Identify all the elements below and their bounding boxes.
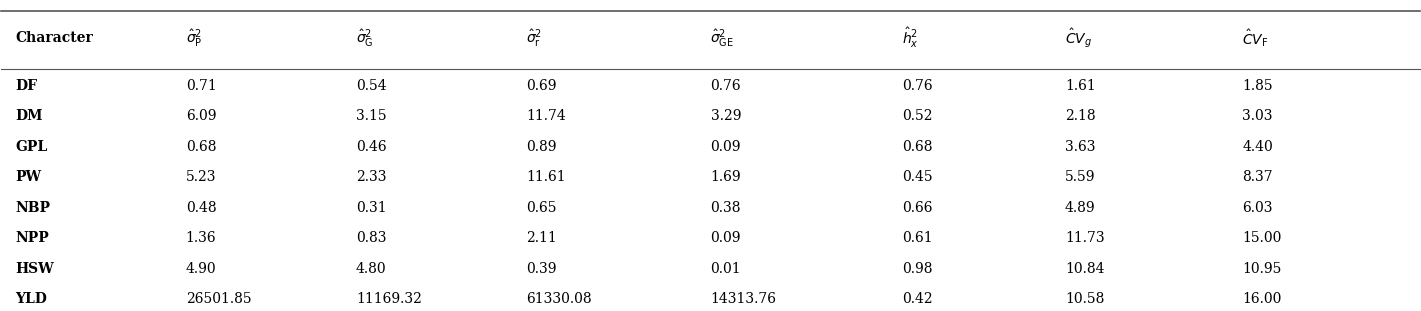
Text: 0.65: 0.65 [526, 201, 557, 215]
Text: 0.38: 0.38 [710, 201, 740, 215]
Text: 4.90: 4.90 [186, 262, 216, 276]
Text: 0.61: 0.61 [902, 231, 932, 245]
Text: DF: DF [16, 79, 37, 93]
Text: 3.03: 3.03 [1242, 109, 1273, 123]
Text: 2.18: 2.18 [1066, 109, 1096, 123]
Text: HSW: HSW [16, 262, 54, 276]
Text: GPL: GPL [16, 140, 48, 154]
Text: 5.23: 5.23 [186, 170, 216, 184]
Text: 11.61: 11.61 [526, 170, 566, 184]
Text: 11169.32: 11169.32 [355, 292, 422, 306]
Text: 11.74: 11.74 [526, 109, 566, 123]
Text: 26501.85: 26501.85 [186, 292, 252, 306]
Text: 0.76: 0.76 [710, 79, 742, 93]
Text: 2.33: 2.33 [355, 170, 387, 184]
Text: 3.29: 3.29 [710, 109, 740, 123]
Text: 8.37: 8.37 [1242, 170, 1273, 184]
Text: 10.95: 10.95 [1242, 262, 1282, 276]
Text: $\hat{C}V_{g}$: $\hat{C}V_{g}$ [1066, 27, 1093, 50]
Text: 3.63: 3.63 [1066, 140, 1096, 154]
Text: $\hat{\sigma}^2_{\mathrm{G}}$: $\hat{\sigma}^2_{\mathrm{G}}$ [355, 27, 374, 49]
Text: $\hat{h}^2_{x}$: $\hat{h}^2_{x}$ [902, 26, 919, 50]
Text: 0.46: 0.46 [355, 140, 387, 154]
Text: 0.83: 0.83 [355, 231, 387, 245]
Text: 0.09: 0.09 [710, 140, 740, 154]
Text: 0.66: 0.66 [902, 201, 932, 215]
Text: 16.00: 16.00 [1242, 292, 1282, 306]
Text: 0.45: 0.45 [902, 170, 932, 184]
Text: YLD: YLD [16, 292, 47, 306]
Text: 0.48: 0.48 [186, 201, 216, 215]
Text: 6.03: 6.03 [1242, 201, 1273, 215]
Text: $\hat{C}V_{\mathrm{F}}$: $\hat{C}V_{\mathrm{F}}$ [1242, 28, 1269, 49]
Text: 0.31: 0.31 [355, 201, 387, 215]
Text: 5.59: 5.59 [1066, 170, 1096, 184]
Text: 0.69: 0.69 [526, 79, 557, 93]
Text: 14313.76: 14313.76 [710, 292, 776, 306]
Text: PW: PW [16, 170, 41, 184]
Text: 0.42: 0.42 [902, 292, 932, 306]
Text: 1.69: 1.69 [710, 170, 742, 184]
Text: 0.39: 0.39 [526, 262, 557, 276]
Text: Character: Character [16, 31, 94, 45]
Text: 4.89: 4.89 [1066, 201, 1096, 215]
Text: 4.80: 4.80 [355, 262, 387, 276]
Text: 0.76: 0.76 [902, 79, 932, 93]
Text: NPP: NPP [16, 231, 50, 245]
Text: 11.73: 11.73 [1066, 231, 1104, 245]
Text: 0.68: 0.68 [186, 140, 216, 154]
Text: 2.11: 2.11 [526, 231, 557, 245]
Text: 6.09: 6.09 [186, 109, 216, 123]
Text: 3.15: 3.15 [355, 109, 387, 123]
Text: 10.84: 10.84 [1066, 262, 1104, 276]
Text: $\hat{\sigma}^2_{\mathrm{r}}$: $\hat{\sigma}^2_{\mathrm{r}}$ [526, 27, 543, 49]
Text: 61330.08: 61330.08 [526, 292, 591, 306]
Text: $\hat{\sigma}^2_{\mathrm{GE}}$: $\hat{\sigma}^2_{\mathrm{GE}}$ [710, 27, 735, 49]
Text: 0.52: 0.52 [902, 109, 932, 123]
Text: $\hat{\sigma}^2_{\mathrm{P}}$: $\hat{\sigma}^2_{\mathrm{P}}$ [186, 27, 202, 49]
Text: 4.40: 4.40 [1242, 140, 1273, 154]
Text: 1.61: 1.61 [1066, 79, 1096, 93]
Text: 0.98: 0.98 [902, 262, 932, 276]
Text: 10.58: 10.58 [1066, 292, 1104, 306]
Text: DM: DM [16, 109, 43, 123]
Text: 1.85: 1.85 [1242, 79, 1273, 93]
Text: 1.36: 1.36 [186, 231, 216, 245]
Text: 0.01: 0.01 [710, 262, 742, 276]
Text: NBP: NBP [16, 201, 51, 215]
Text: 0.71: 0.71 [186, 79, 216, 93]
Text: 0.54: 0.54 [355, 79, 387, 93]
Text: 0.89: 0.89 [526, 140, 557, 154]
Text: 0.68: 0.68 [902, 140, 932, 154]
Text: 15.00: 15.00 [1242, 231, 1282, 245]
Text: 0.09: 0.09 [710, 231, 740, 245]
